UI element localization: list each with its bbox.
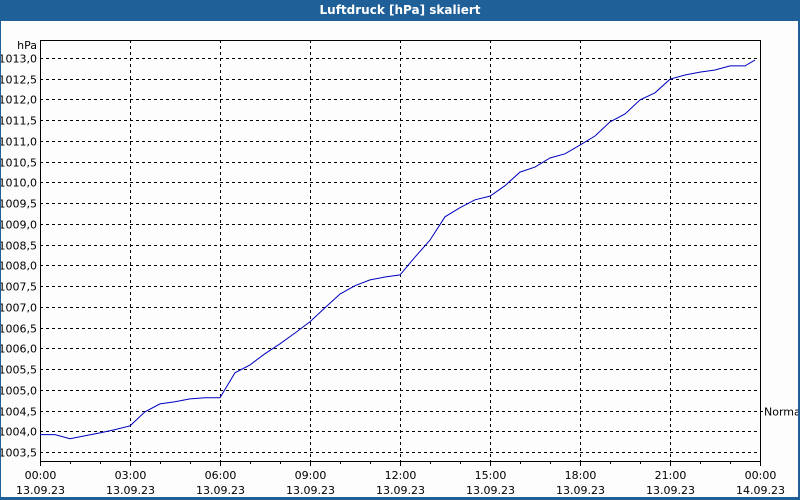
y-tick-label: 1004,0 [1,426,37,439]
y-tick-label: 1008,5 [1,240,37,253]
x-tick-date: 13.09.23 [106,484,155,497]
x-tick-time: 21:00 [655,469,687,482]
y-tick-label: 1004,5 [1,406,37,419]
y-tick-label: 1005,0 [1,385,37,398]
y-tick-label: 1011,5 [1,115,37,128]
y-tick-label: 1005,5 [1,364,37,377]
y-tick-label: 1013,0 [1,53,37,66]
x-tick-date: 13.09.23 [556,484,605,497]
x-tick-time: 18:00 [565,469,597,482]
x-tick-time: 09:00 [295,469,327,482]
y-tick-label: 1010,5 [1,157,37,170]
y-tick-label: 1009,0 [1,219,37,232]
x-tick-date: 13.09.23 [376,484,425,497]
chart-canvas: 1013,0 1012,5 1012,0 1011,5 1011,0 1010,5 1010… [1,21,798,497]
x-tick-date: 13.09.23 [286,484,335,497]
pressure-chart: 1013,0 1012,5 1012,0 1011,5 1011,0 1010,5 1010… [1,39,798,497]
y-axis-unit: hPa [17,39,37,52]
x-tick-time: 03:00 [115,469,147,482]
y-tick-label: 1012,5 [1,74,37,87]
y-tick-label: 1012,0 [1,94,37,107]
x-tick-date: 13.09.23 [646,484,695,497]
pressure-line [40,59,756,440]
x-tick-time: 00:00 [745,469,777,482]
x-tick-date: 13.09.23 [466,484,515,497]
y-tick-label: 1009,5 [1,198,37,211]
normal-label: Normal [764,406,798,419]
y-tick-label: 1007,5 [1,281,37,294]
y-tick-label: 1008,0 [1,260,37,273]
y-tick-label: 1011,0 [1,136,37,149]
y-tick-label: 1007,0 [1,302,37,315]
x-tick-time: 15:00 [475,469,507,482]
x-tick-date: 13.09.23 [196,484,245,497]
x-tick-date: 14.09.23 [736,484,785,497]
x-tick-time: 06:00 [205,469,237,482]
y-tick-label: 1010,0 [1,177,37,190]
window-title: Luftdruck [hPa] skaliert [0,0,800,21]
x-tick-time: 12:00 [385,469,417,482]
y-tick-label: 1003,5 [1,447,37,460]
x-tick-date: 13.09.23 [16,484,65,497]
x-tick-time: 00:00 [25,469,57,482]
y-tick-label: 1006,5 [1,323,37,336]
y-tick-label: 1006,0 [1,343,37,356]
